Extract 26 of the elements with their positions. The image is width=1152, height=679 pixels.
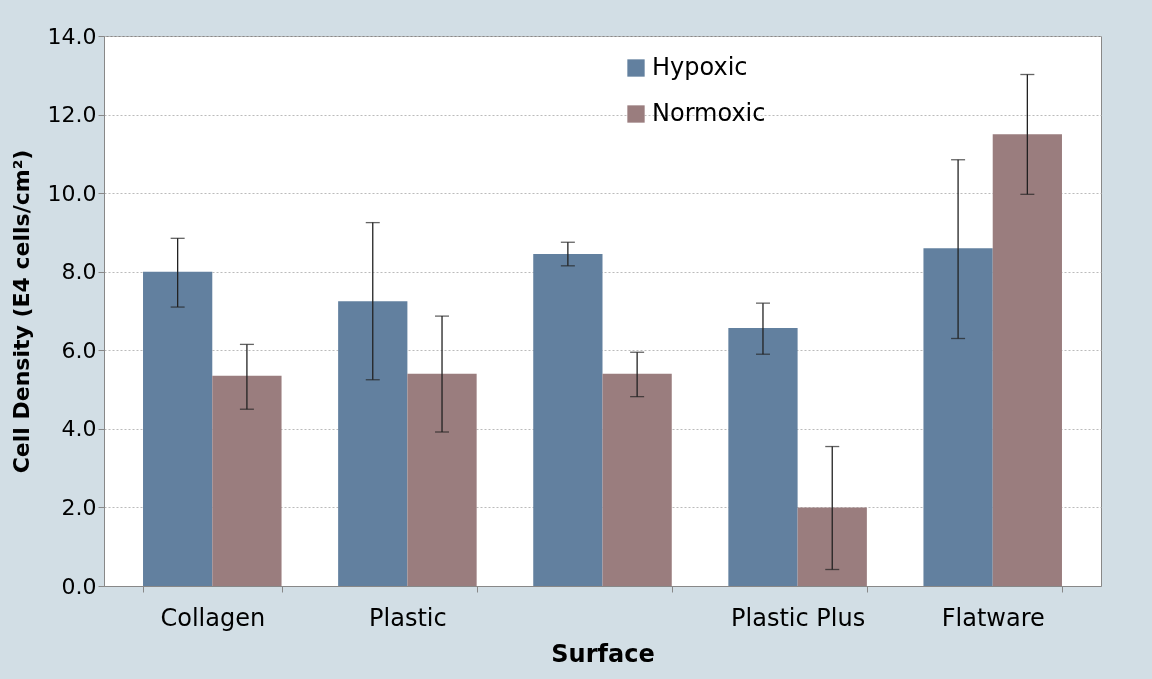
x-axis-title: Surface [551, 639, 655, 668]
x-tick-label: Plastic [369, 603, 447, 632]
y-tick-label: 10.0 [47, 180, 97, 206]
bar [338, 301, 408, 586]
bar [143, 271, 213, 586]
bar [407, 373, 477, 586]
x-tick-label: Collagen [160, 603, 266, 632]
y-tick-label: 0.0 [61, 573, 97, 599]
legend-label: Normoxic [652, 99, 766, 127]
x-tick-label: Plastic Plus [731, 603, 866, 632]
bar [797, 507, 867, 586]
bar [992, 134, 1062, 586]
bar [212, 375, 282, 586]
legend-label: Hypoxic [652, 53, 748, 81]
y-tick-label: 14.0 [47, 23, 97, 49]
bar [602, 373, 672, 586]
bar [923, 248, 993, 586]
bar [728, 327, 798, 586]
y-tick-label: 4.0 [61, 416, 97, 442]
y-tick-label: 6.0 [61, 337, 97, 363]
x-tick-label: Flatware [941, 603, 1045, 632]
y-axis-title: Cell Density (E4 cells/cm²) [8, 149, 34, 474]
bar [533, 254, 603, 586]
y-tick-label: 8.0 [61, 259, 97, 285]
y-tick-label: 12.0 [47, 102, 97, 128]
y-tick-label: 2.0 [61, 494, 97, 520]
